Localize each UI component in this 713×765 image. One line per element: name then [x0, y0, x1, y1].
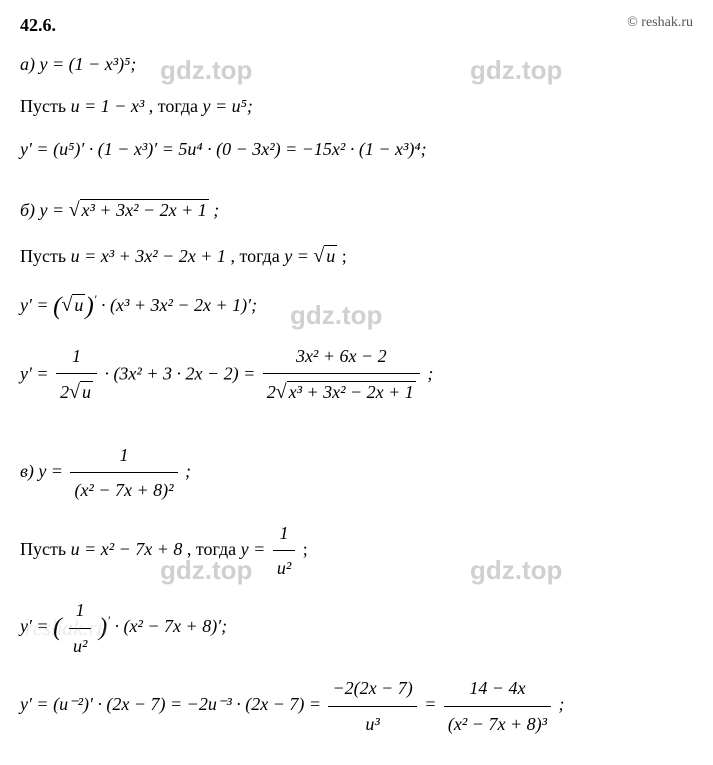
part-c-eq: в) y = 1 (x² − 7x + 8)² ;: [20, 439, 693, 507]
part-c-deriv2: y′ = (u⁻²)′ · (2x − 7) = −2u⁻³ · (2x − 7…: [20, 672, 693, 740]
text: · (3x² + 3 · 2x − 2) =: [104, 363, 259, 383]
part-a-eq: а) y = (1 − x³)⁵;: [20, 48, 693, 80]
label-c: в): [20, 461, 34, 481]
radicand: x³ + 3x² − 2x + 1: [80, 199, 209, 220]
prime: ′: [94, 293, 97, 307]
text: 2: [60, 382, 69, 402]
part-a: а) y = (1 − x³)⁵; Пусть u = 1 − x³ , тог…: [20, 48, 693, 165]
part-c-deriv1: y′ = ( 1 u² )′ · (x² − 7x + 8)′;: [20, 594, 693, 662]
u-def: u = x² − 7x + 8: [71, 539, 183, 559]
label-a: а): [20, 54, 35, 74]
denominator: u³: [328, 707, 416, 740]
denominator: 2u: [56, 374, 97, 411]
denominator: (x² − 7x + 8)²: [70, 473, 177, 506]
text: =: [424, 694, 441, 714]
radicand: x³ + 3x² − 2x + 1: [287, 381, 416, 402]
text: 2: [267, 382, 276, 402]
numerator: 1: [69, 594, 91, 628]
paren: ): [85, 293, 93, 320]
paren: ): [99, 615, 107, 642]
y-def-pre: y =: [284, 246, 313, 266]
fraction: 3x² + 6x − 2 2 x³ + 3x² − 2x + 1: [263, 340, 420, 411]
fraction: 1 (x² − 7x + 8)²: [70, 439, 177, 507]
numerator: −2(2x − 7): [328, 672, 416, 706]
text: Пусть: [20, 539, 71, 559]
sqrt: u: [313, 239, 337, 275]
numerator: 1: [70, 439, 177, 473]
part-b-deriv2: y′ = 1 2u · (3x² + 3 · 2x − 2) = 3x² + 6…: [20, 340, 693, 411]
numerator: 1: [273, 517, 295, 551]
radicand: u: [324, 245, 337, 266]
part-b-deriv1: y′ = ( u)′ · (x³ + 3x² − 2x + 1)′;: [20, 284, 693, 329]
text: Пусть: [20, 246, 71, 266]
sqrt: x³ + 3x² − 2x + 1: [276, 375, 416, 411]
u-def: u = x³ + 3x² − 2x + 1: [71, 246, 226, 266]
part-c-subst: Пусть u = x² − 7x + 8 , тогда y = 1 u² ;: [20, 517, 693, 585]
text: , тогда: [149, 96, 203, 116]
sqrt: u: [69, 375, 93, 411]
fraction: 1 2u: [56, 340, 97, 411]
eq-a1: y = (1 − x³)⁵;: [40, 54, 137, 74]
text: ;: [558, 694, 564, 714]
fraction: 1 u²: [273, 517, 295, 585]
header: 42.6. © reshak.ru: [20, 15, 693, 36]
radicand: u: [72, 294, 85, 315]
text: y′ =: [20, 295, 53, 315]
denominator: 2 x³ + 3x² − 2x + 1: [263, 374, 420, 411]
y-def-pre: y =: [241, 539, 270, 559]
sqrt: u: [61, 288, 85, 324]
denominator: (x² − 7x + 8)³: [444, 707, 551, 740]
numerator: 3x² + 6x − 2: [263, 340, 420, 374]
text: ;: [427, 363, 433, 383]
fraction: 1 u²: [69, 594, 91, 662]
copyright: © reshak.ru: [627, 15, 693, 31]
fraction: 14 − 4x (x² − 7x + 8)³: [444, 672, 551, 740]
text: y′ =: [20, 616, 53, 636]
text: y =: [38, 461, 67, 481]
denominator: u²: [273, 551, 295, 584]
text: y =: [40, 200, 69, 220]
text: · (x² − 7x + 8)′;: [115, 616, 228, 636]
label-b: б): [20, 200, 35, 220]
text: , тогда: [187, 539, 241, 559]
text: , тогда: [230, 246, 284, 266]
paren: (: [53, 293, 61, 320]
problem-number: 42.6.: [20, 15, 56, 36]
part-b: б) y = x³ + 3x² − 2x + 1 ; Пусть u = x³ …: [20, 193, 693, 411]
part-b-subst: Пусть u = x³ + 3x² − 2x + 1 , тогда y = …: [20, 239, 693, 275]
numerator: 1: [56, 340, 97, 374]
text: Пусть: [20, 96, 71, 116]
paren: (: [53, 615, 61, 642]
fraction: −2(2x − 7) u³: [328, 672, 416, 740]
radicand: u: [80, 381, 93, 402]
denominator: u²: [69, 629, 91, 662]
part-b-eq: б) y = x³ + 3x² − 2x + 1 ;: [20, 193, 693, 229]
part-a-deriv: y′ = (u⁵)′ · (1 − x³)′ = 5u⁴ · (0 − 3x²)…: [20, 133, 693, 165]
text: ;: [213, 200, 219, 220]
prime: ′: [107, 614, 110, 628]
text: y′ = (u⁻²)′ · (2x − 7) = −2u⁻³ · (2x − 7…: [20, 694, 325, 714]
part-a-subst: Пусть u = 1 − x³ , тогда y = u⁵;: [20, 90, 693, 122]
numerator: 14 − 4x: [444, 672, 551, 706]
text: y′ =: [20, 363, 53, 383]
text: · (x³ + 3x² − 2x + 1)′;: [101, 295, 257, 315]
text: ;: [185, 461, 191, 481]
u-def: u = 1 − x³: [71, 96, 145, 116]
part-c: в) y = 1 (x² − 7x + 8)² ; Пусть u = x² −…: [20, 439, 693, 740]
text: ;: [303, 539, 308, 559]
sqrt: x³ + 3x² − 2x + 1: [69, 193, 209, 229]
text: ;: [342, 246, 347, 266]
y-def: y = u⁵;: [203, 96, 253, 116]
